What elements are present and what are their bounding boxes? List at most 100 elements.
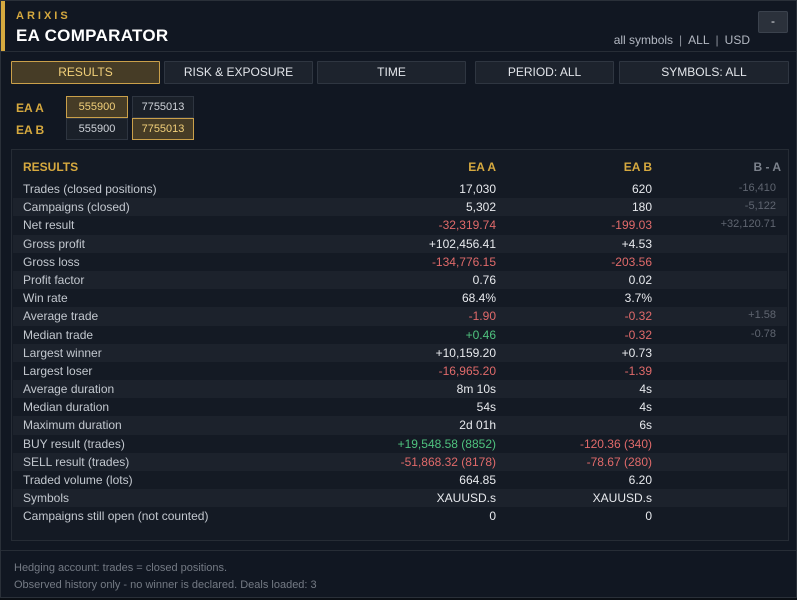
filter-text: ALL [688, 33, 710, 47]
row-label: Symbols [23, 491, 70, 506]
tab-period[interactable]: PERIOD: ALL [475, 61, 614, 84]
row-label: Win rate [23, 291, 68, 306]
row-label: Traded volume (lots) [23, 473, 133, 487]
ea-b-account-7755013[interactable]: 7755013 [132, 118, 194, 140]
tab-bar: RESULTS RISK & EXPOSURE TIME PERIOD: ALL… [11, 61, 789, 84]
brand-name: ARIXIS [16, 10, 71, 22]
diff-column-header: B - A [753, 160, 781, 174]
ea-a-account-555900[interactable]: 555900 [66, 96, 128, 118]
ea-b-label: EA B [16, 123, 45, 137]
ea-b-account-555900[interactable]: 555900 [66, 118, 128, 140]
ea-a-column-header: EA A [468, 160, 496, 174]
ea-b-value: -199.03 [611, 218, 652, 233]
header-divider [1, 51, 796, 52]
row-label: Median trade [23, 327, 94, 342]
ea-b-value: 4s [639, 382, 652, 397]
ea-a-value: -32,319.74 [438, 218, 496, 233]
ea-b-value: 6.20 [628, 473, 652, 487]
results-section-header: RESULTS [23, 160, 79, 174]
ea-b-value: -78.67 (280) [586, 454, 652, 469]
ea-b-value: -0.32 [624, 309, 652, 324]
ea-b-value: 620 [631, 182, 652, 196]
table-row: Campaigns still open (not counted) 0 0 [13, 507, 787, 525]
ea-a-value: 54s [476, 400, 496, 415]
results-table: Trades (closed positions) 17,030 620 -16,41… [13, 180, 787, 526]
ea-b-value: 180 [631, 200, 652, 215]
ea-a-value: 0 [489, 509, 496, 524]
table-row: Maximum duration 2d 01h 6s [13, 416, 787, 435]
row-label: Campaigns still open (not counted) [23, 509, 209, 524]
diff-value: -0.78 [750, 327, 776, 340]
table-row: Campaigns (closed) 5,302 180 -5,122 [13, 198, 787, 217]
table-row: BUY result (trades) +19,548.58 (8852) -120… [13, 435, 787, 453]
ea-a-value: +19,548.58 (8852) [397, 436, 496, 451]
tab-symbols[interactable]: SYMBOLS: ALL [619, 61, 789, 84]
ea-a-value: XAUUSD.s [436, 491, 496, 506]
ea-a-account-7755013[interactable]: 7755013 [132, 96, 194, 118]
ea-a-value: 68.4% [461, 291, 496, 306]
table-row: Gross loss -134,776.15 -203.56 [13, 253, 787, 271]
results-panel: RESULTS EA A EA B B - A Trades (closed p… [11, 149, 789, 541]
ea-a-value: -1.90 [468, 309, 496, 324]
footer-note-1: Hedging account: trades = closed positio… [14, 562, 228, 574]
ea-b-value: -0.32 [624, 327, 652, 342]
ea-a-value: 0.76 [472, 272, 496, 287]
ea-b-value: -120.36 (340) [579, 436, 652, 451]
table-row: Net result -32,319.74 -199.03 +32,120.71 [13, 216, 787, 234]
ea-b-column-header: EA B [623, 160, 652, 174]
table-row: Largest loser -16,965.20 -1.39 [13, 362, 787, 380]
page-title: EA COMPARATOR [16, 26, 169, 45]
ea-b-value: -1.39 [624, 363, 652, 378]
ea-b-value: +0.73 [621, 345, 652, 360]
ea-b-value: 0 [645, 509, 652, 524]
table-row: Symbols XAUUSD.s XAUUSD.s [13, 489, 787, 508]
scope-text: all symbols [613, 33, 674, 47]
row-label: Gross loss [23, 254, 80, 269]
row-label: Average duration [23, 382, 115, 397]
tab-results[interactable]: RESULTS [11, 61, 160, 84]
row-label: Profit factor [23, 272, 85, 287]
ea-a-value: -16,965.20 [438, 363, 496, 378]
row-label: SELL result (trades) [23, 454, 130, 469]
row-label: Largest winner [23, 345, 102, 360]
ea-b-value: 4s [639, 400, 652, 415]
footer-note-2: Observed history only - no winner is dec… [14, 579, 317, 591]
table-row: Traded volume (lots) 664.85 6.20 [13, 471, 787, 489]
ea-b-value: 3.7% [624, 291, 652, 306]
ea-b-value: XAUUSD.s [592, 491, 652, 506]
ea-a-value: +0.46 [465, 327, 496, 342]
tab-risk-exposure[interactable]: RISK & EXPOSURE [164, 61, 313, 84]
minimize-button[interactable]: - [758, 11, 788, 33]
diff-value: +32,120.71 [720, 218, 776, 231]
table-row: Trades (closed positions) 17,030 620 -16,41… [13, 180, 787, 198]
filter-summary: all symbols | ALL | USD [613, 33, 750, 47]
ea-a-value: 664.85 [459, 473, 496, 487]
row-label: Largest loser [23, 363, 93, 378]
row-label: Net result [23, 218, 75, 233]
table-row: Win rate 68.4% 3.7% [13, 289, 787, 307]
table-row: Median trade +0.46 -0.32 -0.78 [13, 326, 787, 344]
ea-b-value: 6s [639, 418, 652, 433]
row-label: Campaigns (closed) [23, 200, 130, 215]
row-label: Trades (closed positions) [23, 182, 157, 196]
table-row: Average duration 8m 10s 4s [13, 380, 787, 399]
ea-a-value: 5,302 [465, 200, 496, 215]
ea-a-label: EA A [16, 101, 44, 115]
ea-a-value: -51,868.32 (8178) [400, 454, 496, 469]
row-label: Maximum duration [23, 418, 122, 433]
diff-value: +1.58 [748, 309, 776, 322]
ea-a-value: -134,776.15 [431, 254, 496, 269]
table-row: Average trade -1.90 -0.32 +1.58 [13, 307, 787, 326]
accent-bar [1, 1, 5, 51]
table-row: Profit factor 0.76 0.02 [13, 270, 787, 290]
table-row: Gross profit +102,456.41 +4.53 [13, 234, 787, 253]
ea-a-value: 17,030 [459, 182, 496, 196]
table-row: Median duration 54s 4s [13, 398, 787, 416]
ea-a-value: 8m 10s [456, 382, 496, 397]
diff-value: -16,410 [738, 182, 776, 194]
tab-time[interactable]: TIME [317, 61, 466, 84]
row-label: Gross profit [23, 236, 86, 251]
table-row: SELL result (trades) -51,868.32 (8178) -78… [13, 452, 787, 471]
currency-text: USD [724, 33, 750, 47]
